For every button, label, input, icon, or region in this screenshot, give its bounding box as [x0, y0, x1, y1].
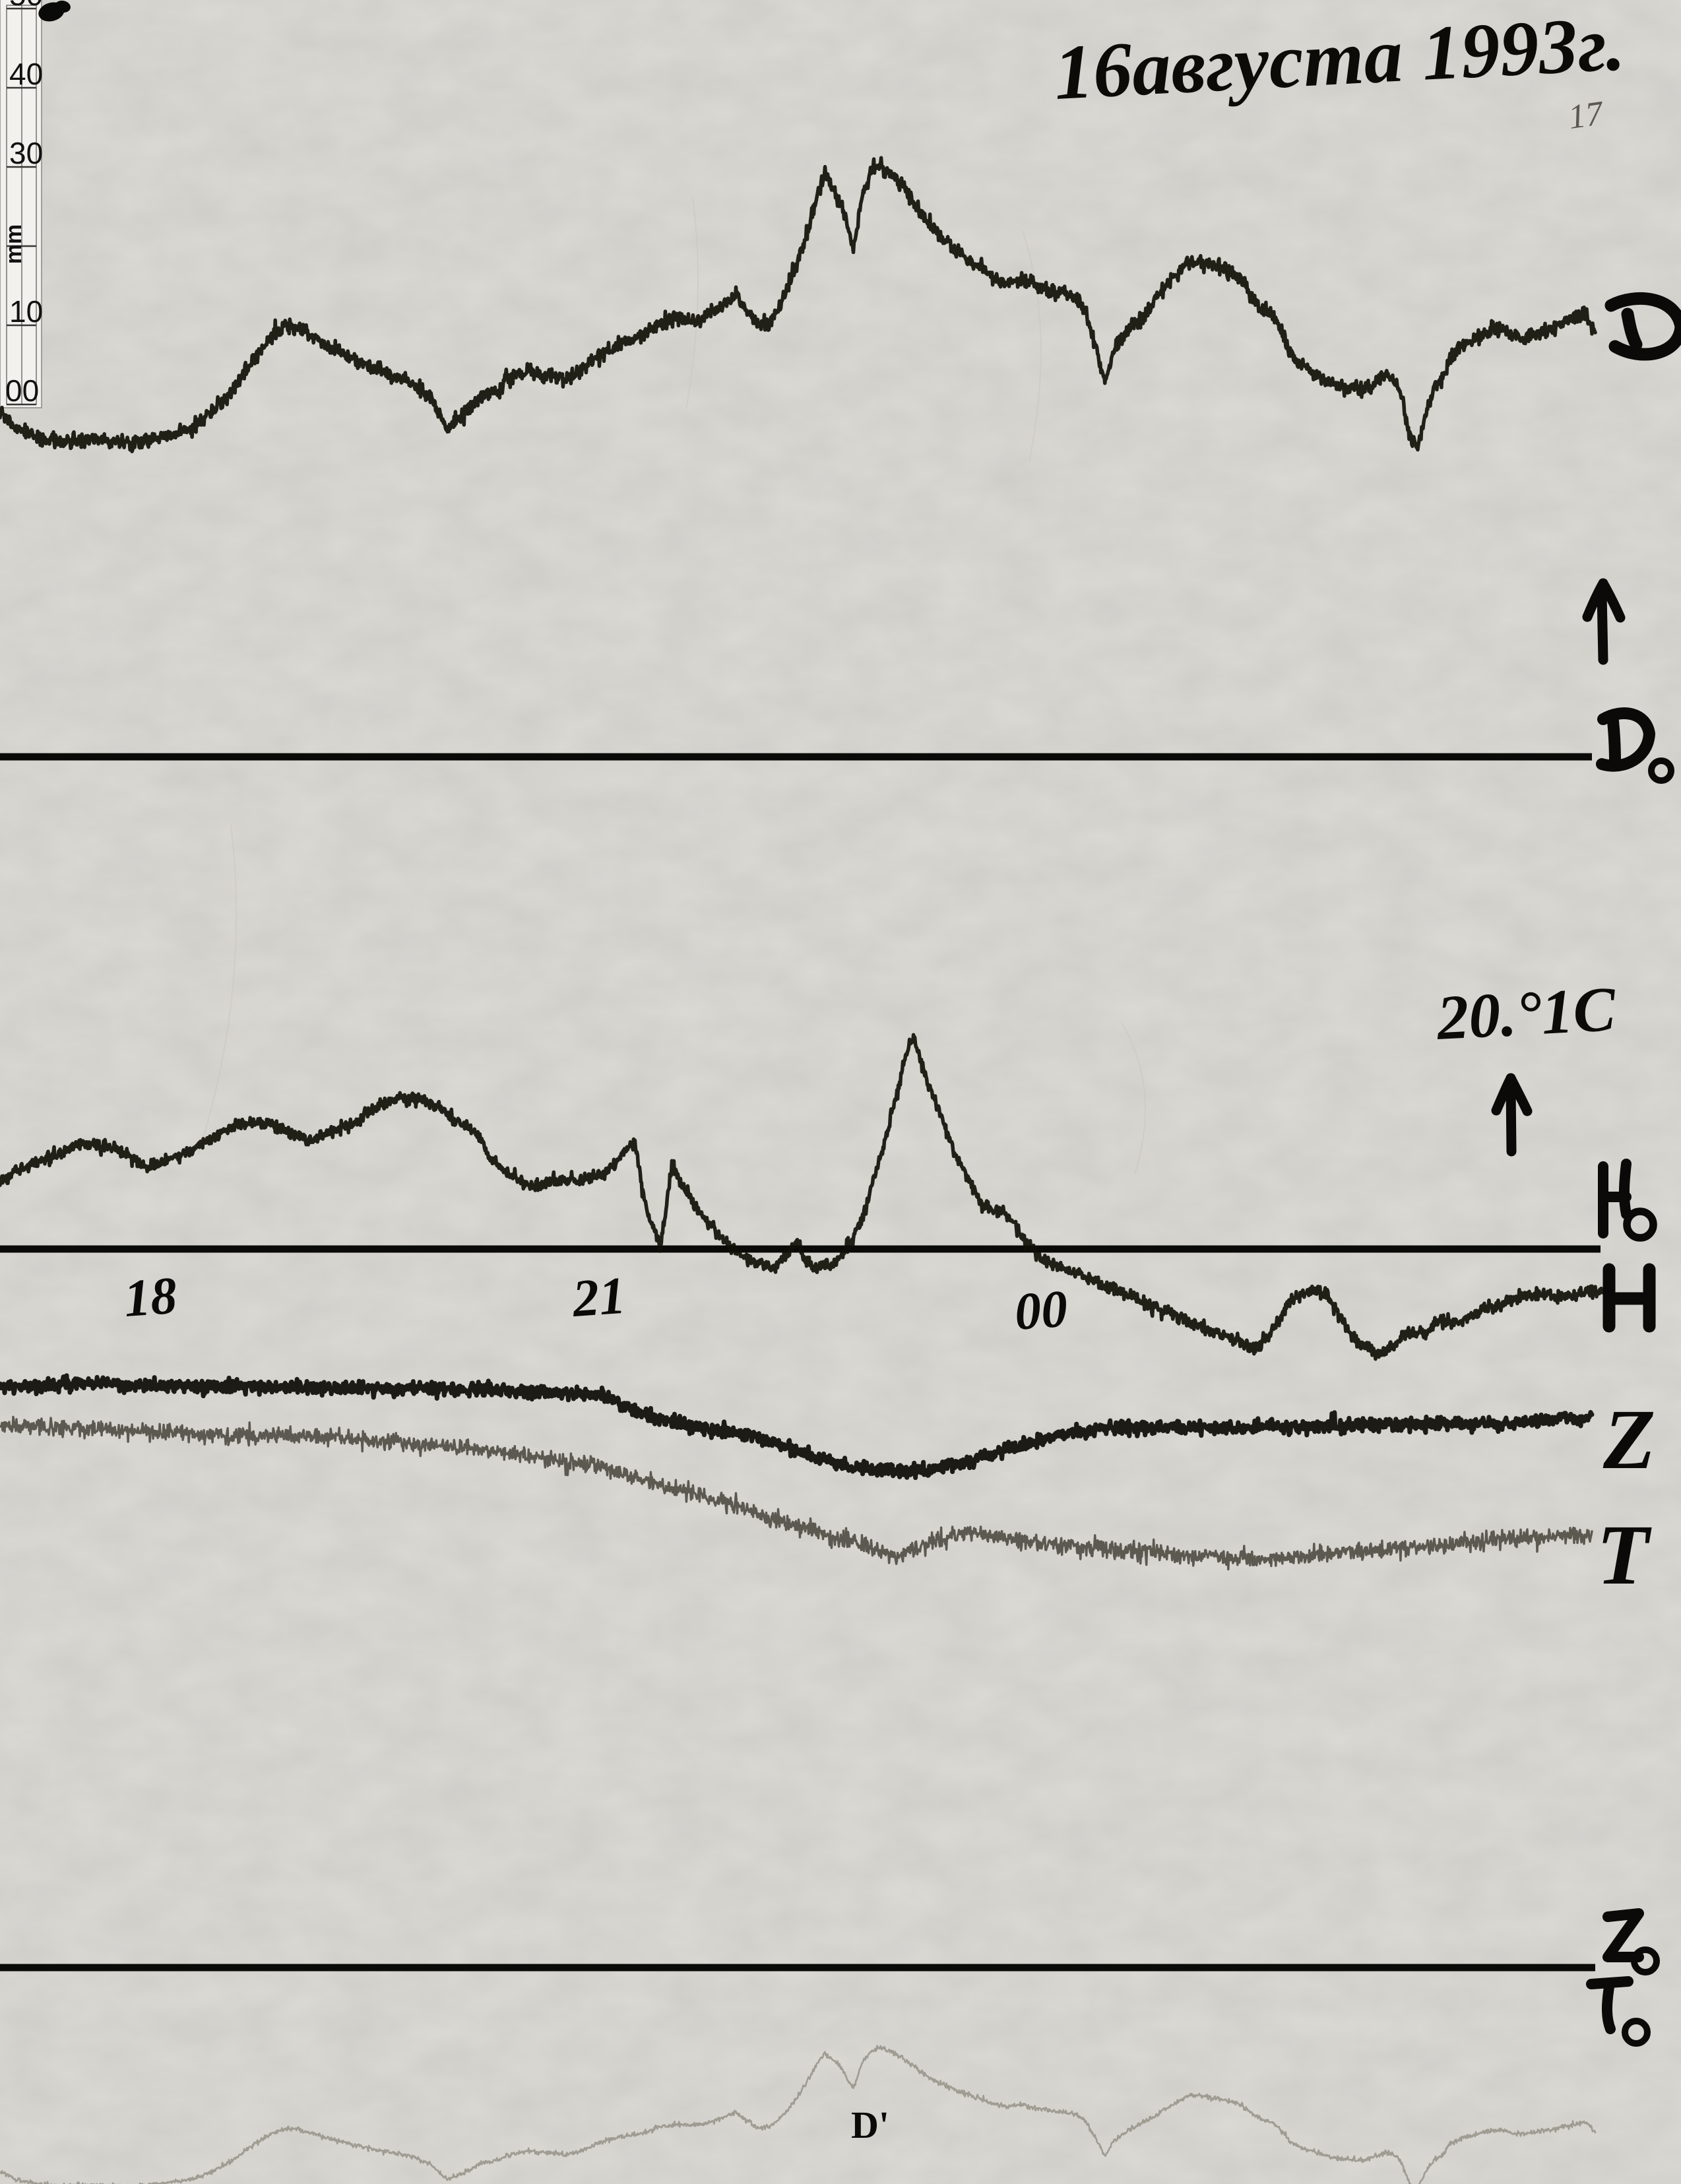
svg-text:17: 17	[1566, 94, 1606, 137]
svg-text:10: 10	[9, 294, 43, 329]
svg-text:21: 21	[570, 1267, 627, 1328]
svg-text:50: 50	[9, 0, 43, 12]
svg-text:D': D'	[851, 2104, 889, 2146]
svg-text:40: 40	[9, 57, 43, 91]
svg-text:20.°1C: 20.°1C	[1434, 973, 1618, 1053]
svg-text:Z: Z	[1602, 1392, 1655, 1487]
svg-text:00: 00	[1013, 1280, 1069, 1341]
svg-text:T: T	[1597, 1508, 1652, 1603]
svg-text:00: 00	[5, 373, 39, 408]
svg-text:18: 18	[122, 1267, 179, 1328]
svg-text:30: 30	[9, 136, 43, 170]
svg-text:mm: mm	[1, 224, 26, 264]
